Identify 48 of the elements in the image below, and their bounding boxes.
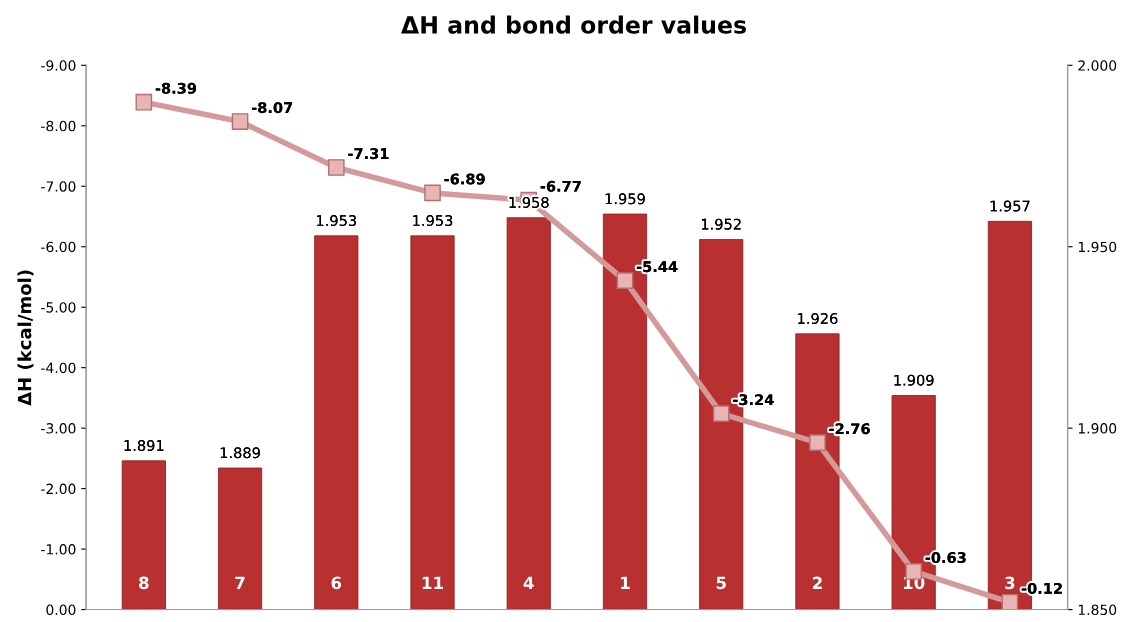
data-label: -7.31 [348,148,389,160]
point [327,159,345,176]
point [809,434,826,451]
point [231,113,249,130]
y-tick-label: -3.00 [41,423,76,434]
y-tick-label: -5.00 [41,302,76,313]
data-label: -6.77 [540,180,581,192]
x-tick-label: 4 [523,576,534,589]
x-tick-label: 6 [331,576,342,590]
y-tick-label: -1.00 [41,544,76,555]
data-label: -8.07 [251,102,293,114]
data-label: 1.953 [317,215,356,227]
data-label: 1.958 [509,196,549,208]
data-label: 1.957 [990,200,1030,212]
data-label: 1.891 [124,440,164,452]
data-label: 1.889 [220,447,260,459]
chart-title: ΔH and bond order values [401,15,746,34]
point [1001,593,1019,610]
x-tick-label: 1 [621,576,630,589]
x-tick-label: 3 [1005,576,1015,590]
data-label: 1.952 [701,218,741,230]
data-label: -6.89 [444,173,485,185]
point [616,272,634,289]
y-tick-label: -9.00 [41,60,76,71]
x-tick-label: 2 [812,576,822,589]
data-label: 1.959 [605,193,645,205]
x-tick-label: 8 [139,576,149,590]
y-axis-title: ΔH (kcal/mol) [17,270,34,406]
y-tick-label: -4.00 [41,362,76,374]
point [712,405,730,422]
y2-tick-label: 1.850 [1078,604,1117,616]
y-tick-label: 0.00 [46,604,76,616]
y2-tick-label: 2.000 [1078,60,1117,71]
data-label: 1.953 [413,215,453,227]
y-tick-label: -7.00 [41,181,76,192]
y2-tick-label: 1.950 [1078,241,1117,253]
y2-tick-label: 1.900 [1078,423,1117,434]
point [135,93,153,111]
x-tick-label: 5 [716,576,726,590]
y-tick-label: -8.00 [41,120,76,132]
x-tick-label: 7 [235,576,245,589]
y-tick-label: -2.00 [41,483,76,495]
x-tick-label: 11 [422,576,443,589]
point [424,184,441,202]
y-tick-label: -6.00 [41,241,76,253]
data-label: 1.926 [798,313,838,325]
data-label: -8.39 [155,82,197,94]
data-label: 1.909 [894,374,934,386]
